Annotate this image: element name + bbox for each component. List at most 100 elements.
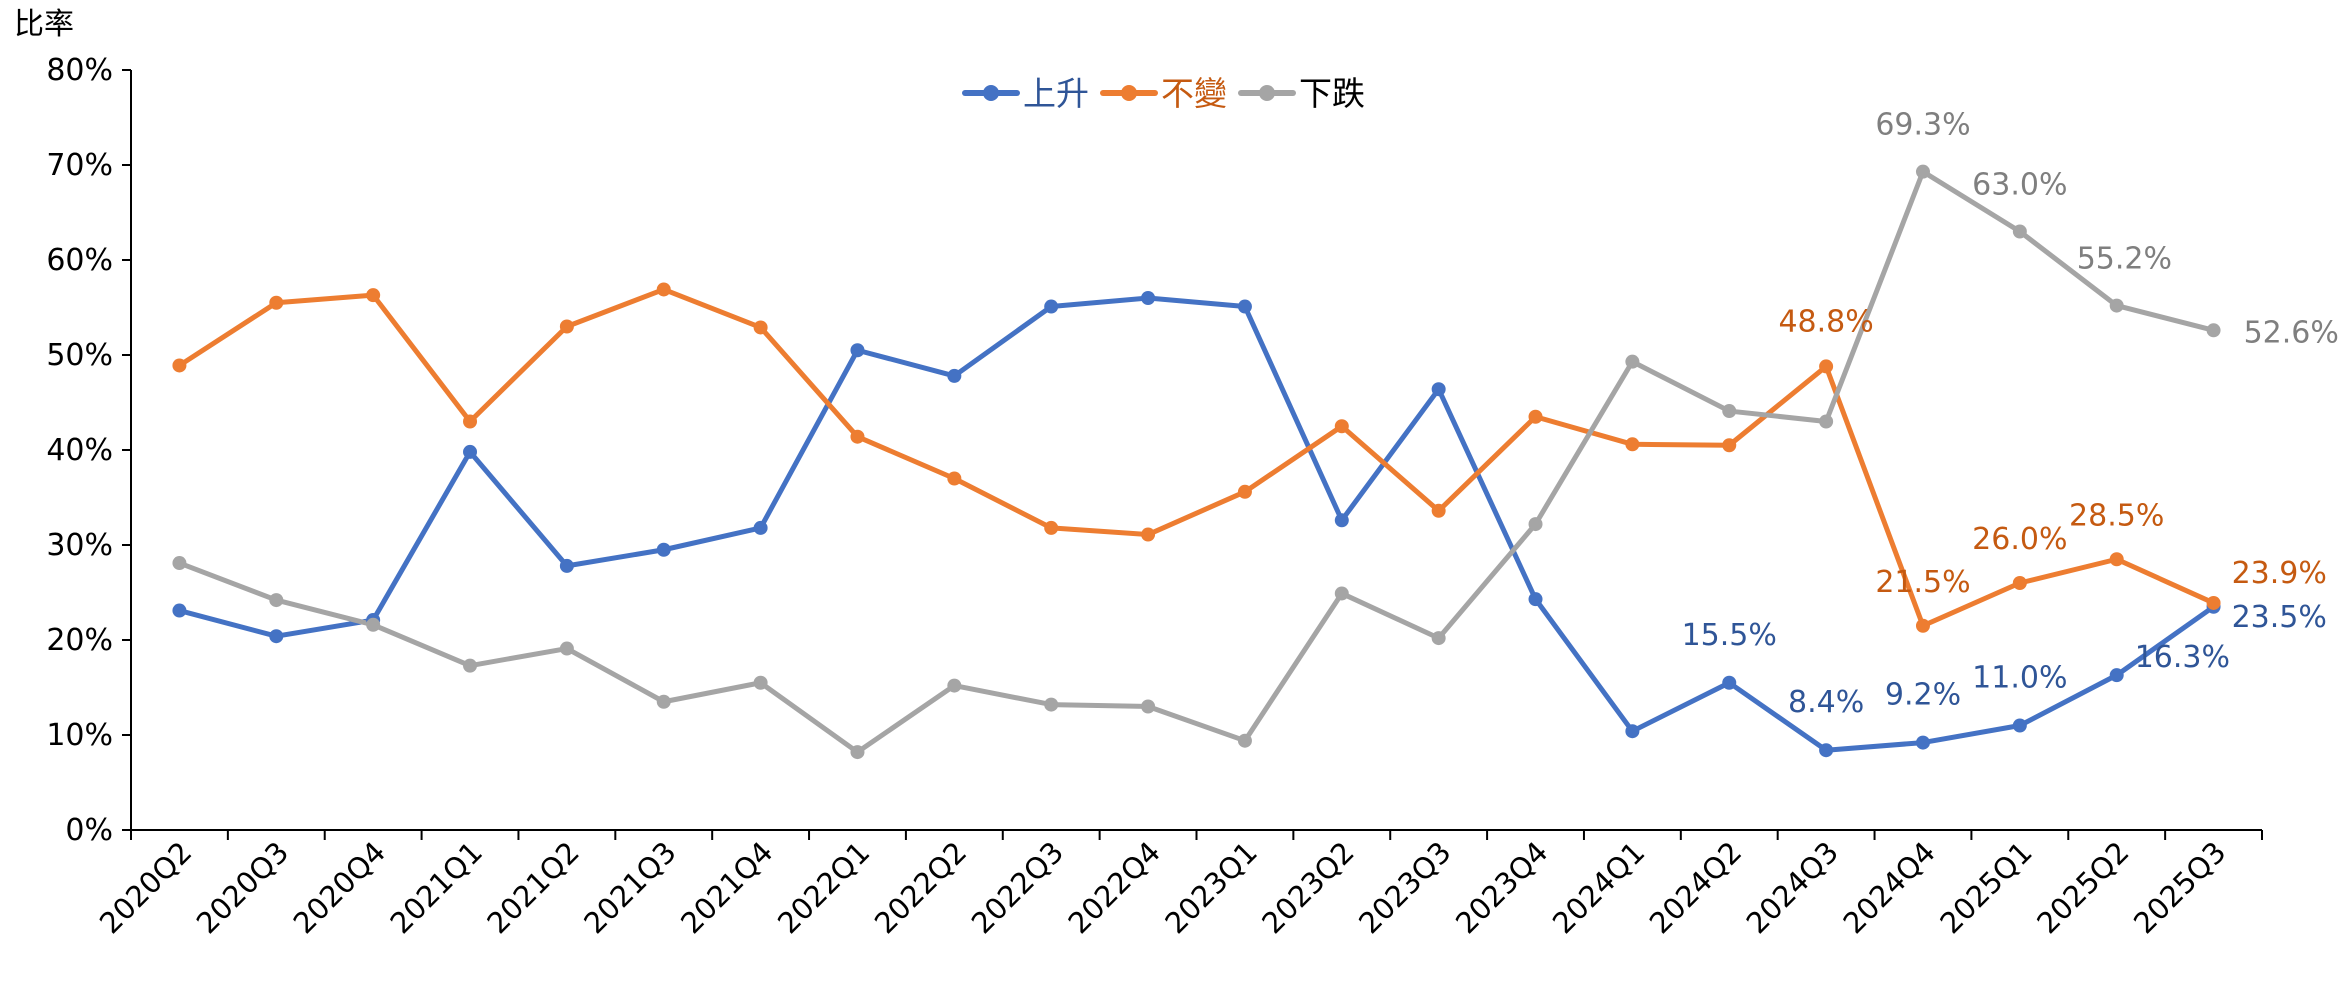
data-point	[947, 471, 962, 486]
data-point	[172, 556, 187, 571]
x-tick-label: 2021Q2	[480, 835, 585, 940]
legend-label: 不變	[1161, 74, 1227, 113]
data-point	[1044, 697, 1059, 712]
x-tick-label: 2021Q4	[674, 835, 779, 940]
legend-label: 上升	[1023, 74, 1089, 113]
x-tick-label: 2020Q3	[190, 835, 295, 940]
data-point	[559, 641, 574, 656]
data-point	[269, 593, 284, 608]
x-tick-label: 2024Q2	[1643, 835, 1748, 940]
x-tick-label: 2024Q4	[1837, 835, 1942, 940]
data-point	[1528, 592, 1543, 607]
data-point	[1237, 484, 1252, 499]
series-line-1	[178, 286, 2215, 629]
data-point	[1915, 164, 1930, 179]
series-lines	[172, 164, 2221, 760]
y-tick-label: 70%	[46, 148, 113, 183]
data-point	[1819, 743, 1834, 758]
data-point	[463, 658, 478, 673]
data-point	[947, 368, 962, 383]
data-point	[269, 629, 284, 644]
data-label: 52.6%	[2244, 315, 2338, 350]
data-point	[2109, 552, 2124, 567]
data-point	[559, 319, 574, 334]
data-label: 63.0%	[1972, 168, 2067, 203]
data-label: 69.3%	[1875, 108, 1970, 143]
y-tick-label: 0%	[65, 813, 113, 848]
data-label: 55.2%	[2077, 242, 2172, 277]
data-point	[1237, 299, 1252, 314]
data-label: 9.2%	[1885, 678, 1961, 713]
data-label: 16.3%	[2135, 640, 2230, 675]
data-point	[947, 678, 962, 693]
y-tick-label: 20%	[46, 623, 113, 658]
x-tick-label: 2022Q1	[771, 835, 876, 940]
x-tick-label: 2024Q1	[1546, 835, 1651, 940]
data-point	[656, 542, 671, 557]
data-point	[1528, 517, 1543, 532]
data-point	[2109, 668, 2124, 683]
data-point	[1722, 404, 1737, 419]
data-label: 48.8%	[1778, 304, 1873, 339]
data-point	[1237, 733, 1252, 748]
data-point	[1625, 354, 1640, 369]
data-point	[463, 444, 478, 459]
data-point	[559, 558, 574, 573]
data-point	[2012, 718, 2027, 733]
data-point	[850, 429, 865, 444]
data-point	[1044, 299, 1059, 314]
data-point	[1141, 699, 1156, 714]
x-tick-label: 2025Q3	[2127, 835, 2232, 940]
data-point	[172, 358, 187, 373]
x-tick-label: 2022Q2	[868, 835, 973, 940]
data-point	[1334, 586, 1349, 601]
data-point	[1819, 414, 1834, 429]
data-point	[1431, 503, 1446, 518]
y-tick-label: 50%	[46, 338, 113, 373]
data-point	[1625, 724, 1640, 739]
data-point	[366, 288, 381, 303]
data-point	[850, 343, 865, 358]
x-tick-label: 2025Q2	[2030, 835, 2135, 940]
legend-item-0: 上升	[962, 74, 1089, 113]
data-point	[1431, 382, 1446, 397]
x-tick-label: 2020Q4	[287, 835, 392, 940]
y-tick-label: 30%	[46, 528, 113, 563]
data-point	[366, 617, 381, 632]
data-label: 28.5%	[2069, 498, 2164, 533]
y-axis-title: 比率	[14, 7, 74, 42]
x-tick-label: 2020Q2	[93, 835, 198, 940]
data-point	[1915, 618, 1930, 633]
legend: 上升 不變 下跌	[962, 74, 1365, 113]
axes: 0%10%20%30%40%50%60%70%80%2020Q22020Q320…	[46, 53, 2263, 940]
x-tick-label: 2025Q1	[1933, 835, 2038, 940]
data-point	[269, 295, 284, 310]
data-point	[463, 414, 478, 429]
data-point	[656, 282, 671, 297]
legend-label: 下跌	[1299, 74, 1365, 113]
legend-marker	[1259, 85, 1275, 101]
x-tick-label: 2022Q4	[1062, 835, 1167, 940]
data-point	[2012, 224, 2027, 239]
data-label: 23.9%	[2232, 556, 2327, 591]
data-label: 26.0%	[1972, 522, 2067, 557]
data-point	[172, 603, 187, 618]
data-point	[753, 320, 768, 335]
data-point	[1625, 437, 1640, 452]
data-label: 15.5%	[1682, 618, 1777, 653]
data-point	[1915, 735, 1930, 750]
data-point	[2109, 298, 2124, 313]
data-point	[2206, 595, 2221, 610]
data-label: 23.5%	[2232, 600, 2327, 635]
data-labels: 15.5% 8.4% 9.2% 11.0% 16.3%23.5% 48.8% 21.5%26…	[1682, 108, 2338, 721]
data-point	[1141, 527, 1156, 542]
x-tick-label: 2021Q3	[577, 835, 682, 940]
series-line-2	[178, 169, 2215, 755]
legend-marker	[983, 85, 999, 101]
x-tick-label: 2023Q3	[1352, 835, 1457, 940]
data-label: 21.5%	[1875, 565, 1970, 600]
y-tick-label: 10%	[46, 718, 113, 753]
data-point	[850, 745, 865, 760]
data-point	[1334, 419, 1349, 434]
